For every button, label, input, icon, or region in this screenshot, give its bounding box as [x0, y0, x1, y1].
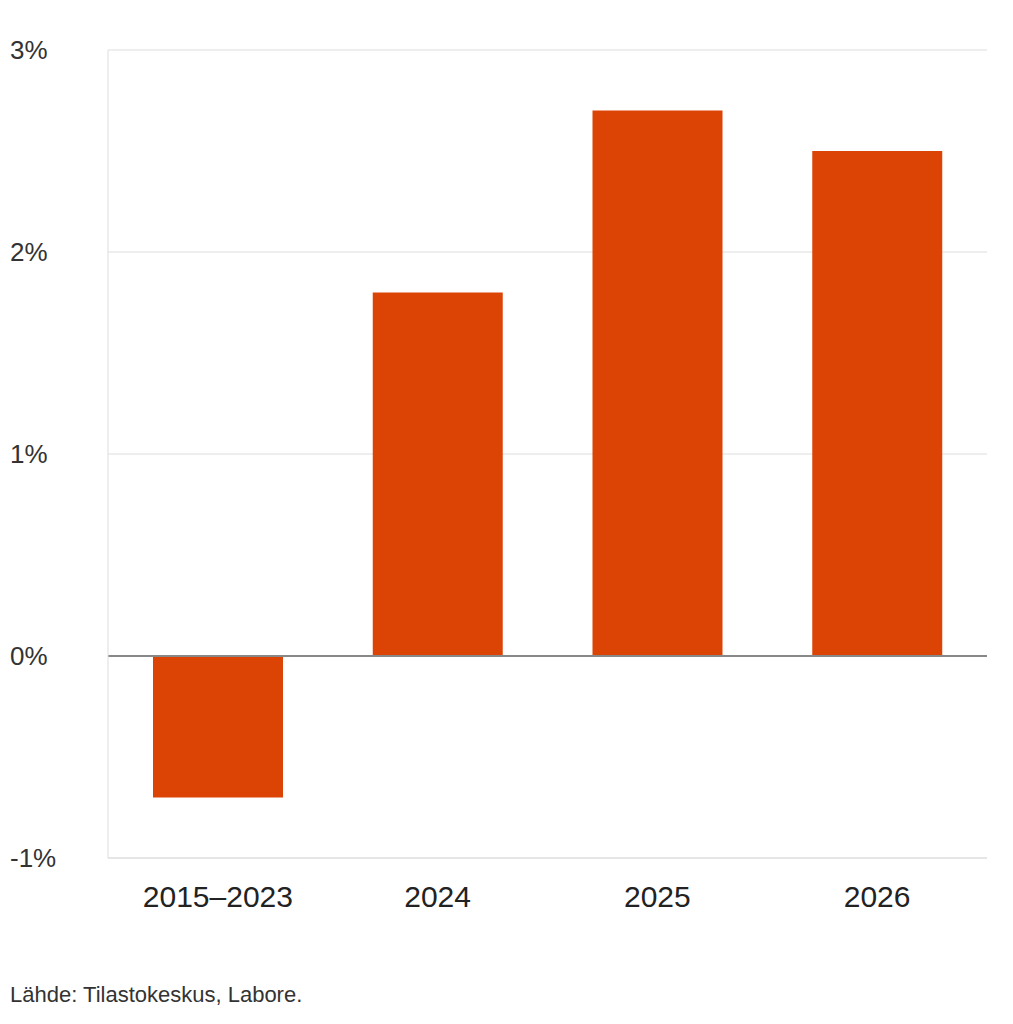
svg-text:0%: 0% — [10, 641, 48, 671]
svg-text:1%: 1% — [10, 439, 48, 469]
svg-text:2025: 2025 — [624, 880, 691, 913]
html-text:Lähde: Tilastokeskus, Labore.: Lähde: Tilastokeskus, Labore. — [10, 982, 303, 1007]
svg-text:-1%: -1% — [10, 843, 56, 873]
svg-text:2024: 2024 — [404, 880, 471, 913]
svg-text:2015–2023: 2015–2023 — [143, 880, 293, 913]
svg-text:2026: 2026 — [844, 880, 911, 913]
svg-text:3%: 3% — [10, 35, 48, 65]
svg-text:2%: 2% — [10, 237, 48, 267]
